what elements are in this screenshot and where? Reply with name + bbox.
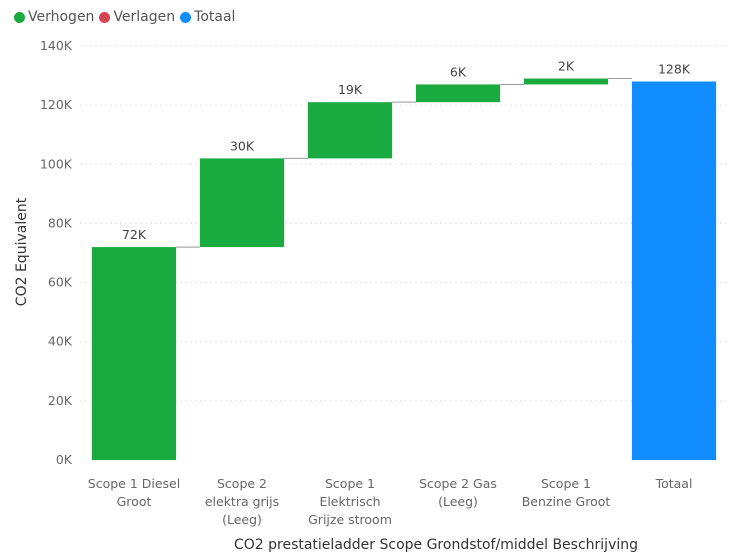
bar [523, 78, 609, 85]
bar [199, 158, 285, 248]
x-tick-label-line: (Leeg) [222, 512, 262, 527]
x-tick-label-line: (Leeg) [438, 494, 478, 509]
x-tick-label: Scope 2 Gas (Leeg) [419, 476, 497, 509]
legend-label-verlagen: Verlagen [113, 9, 176, 25]
x-tick-label-line: Scope 1 [541, 476, 591, 491]
y-tick-label: 120K [40, 97, 73, 112]
y-tick-label: 100K [40, 156, 73, 171]
x-tick-label-line: Elektrisch [319, 494, 380, 509]
legend-label-totaal: Totaal [194, 9, 236, 25]
x-tick-label: Totaal [655, 476, 693, 491]
bar [631, 81, 717, 460]
data-label: 128K [658, 61, 691, 76]
x-tick-label-line: Totaal [655, 476, 693, 491]
x-tick-label: Scope 1 Benzine Groot [522, 476, 611, 509]
data-labels: 72K 30K 19K 6K 2K 128K [122, 59, 691, 243]
y-tick-label: 140K [40, 38, 73, 53]
y-tick-label: 60K [48, 275, 73, 290]
data-label: 30K [230, 138, 255, 153]
legend-item-verhogen[interactable]: Verhogen [14, 9, 94, 25]
x-tick-label: Scope 1 Diesel Groot [88, 476, 180, 509]
legend-item-verlagen[interactable]: Verlagen [99, 9, 175, 25]
legend-marker-verlagen [99, 11, 111, 23]
legend-marker-verhogen [14, 11, 25, 23]
bar [307, 102, 393, 159]
data-label: 19K [338, 82, 363, 97]
bar [415, 84, 501, 103]
legend: Verhogen Verlagen Totaal [14, 7, 240, 27]
y-tick-label: 0K [56, 452, 73, 467]
x-tick-label: Scope 1 Elektrisch Grijze stroom [308, 476, 392, 527]
x-tick-label: Scope 2 elektra grijs (Leeg) [205, 476, 279, 527]
x-axis: Scope 1 Diesel Groot Scope 2 elektra grijs (… [88, 476, 693, 527]
x-tick-label-line: Grijze stroom [308, 512, 392, 527]
y-tick-label: 20K [48, 393, 73, 408]
x-tick-label-line: Scope 2 [217, 476, 267, 491]
x-tick-label-line: Scope 1 Diesel [88, 476, 180, 491]
gridlines [80, 45, 728, 402]
x-tick-label-line: elektra grijs [205, 494, 279, 509]
y-axis-title: CO2 Equivalent [14, 197, 30, 306]
y-axis: 0K 20K 40K 60K 80K 100K 120K 140K [40, 38, 73, 467]
x-tick-label-line: Benzine Groot [522, 494, 611, 509]
x-tick-label-line: Scope 2 Gas [419, 476, 497, 491]
data-label: 6K [450, 64, 467, 79]
legend-marker-totaal [180, 11, 192, 23]
x-tick-label-line: Groot [117, 494, 152, 509]
bars [91, 78, 717, 460]
y-tick-label: 40K [48, 334, 73, 349]
connectors [176, 78, 632, 248]
legend-label-verhogen: Verhogen [28, 9, 95, 25]
x-axis-title: CO2 prestatieladder Scope Grondstof/midd… [234, 537, 638, 553]
bar [91, 247, 177, 460]
legend-item-totaal[interactable]: Totaal [180, 9, 235, 25]
data-label: 2K [558, 59, 575, 74]
data-label: 72K [122, 227, 147, 242]
y-tick-label: 80K [48, 215, 73, 230]
x-tick-label-line: Scope 1 [325, 476, 375, 491]
